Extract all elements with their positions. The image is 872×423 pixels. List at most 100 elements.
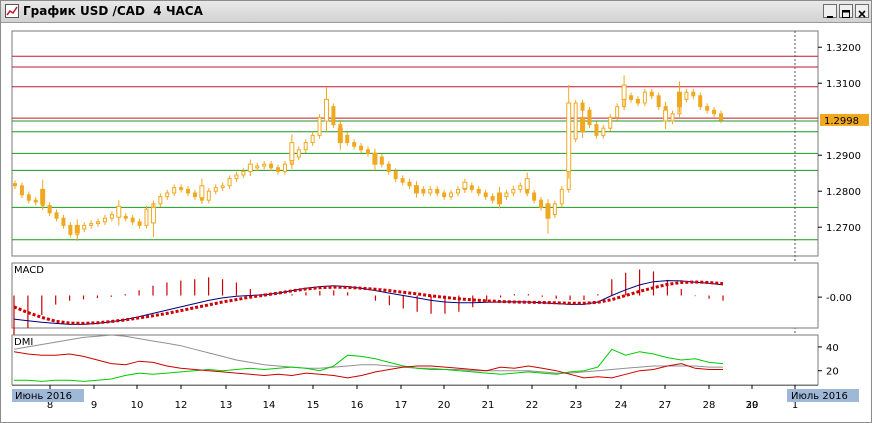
candle-body bbox=[504, 192, 509, 198]
maximize-icon bbox=[842, 10, 850, 18]
time-tick-label: 29 bbox=[746, 400, 759, 411]
window-titlebar[interactable]: График USD /CAD 4 ЧАСА bbox=[1, 1, 871, 23]
candle-body bbox=[82, 224, 87, 230]
candle-body bbox=[54, 212, 59, 219]
time-tick-label: 13 bbox=[220, 400, 233, 411]
candle-body bbox=[449, 192, 454, 198]
minimize-button[interactable] bbox=[823, 4, 837, 18]
time-tick-label: 28 bbox=[703, 400, 716, 411]
candle-body bbox=[289, 142, 295, 162]
month-label-june: Июнь 2016 bbox=[15, 391, 72, 402]
candle-body bbox=[705, 106, 710, 111]
usdcad-chart[interactable]: 1.3200 1.3100 1.2900 1.2800 1.2700 1.2998 MAC… bbox=[1, 23, 871, 422]
close-button[interactable] bbox=[855, 4, 869, 18]
minimize-icon bbox=[827, 16, 833, 18]
time-tick-label: 30 bbox=[746, 400, 759, 411]
candle-body bbox=[635, 98, 640, 104]
month-label-july: Июль 2016 bbox=[791, 391, 848, 402]
candle-body bbox=[96, 221, 101, 225]
close-icon bbox=[858, 10, 866, 18]
candle-body bbox=[165, 192, 170, 198]
macd-title: MACD bbox=[14, 265, 44, 276]
candle-body bbox=[490, 196, 495, 201]
time-tick-label: 16 bbox=[351, 400, 364, 411]
candle-body bbox=[580, 102, 585, 111]
candle-body bbox=[19, 185, 24, 196]
time-tick-label: 23 bbox=[570, 400, 583, 411]
macd-signal-line bbox=[13, 280, 724, 325]
candle-body bbox=[649, 91, 654, 97]
candle-body bbox=[144, 208, 149, 226]
candle-body bbox=[359, 145, 364, 151]
candle-body bbox=[407, 181, 412, 187]
last-price-label: 1.2998 bbox=[824, 116, 859, 127]
dmi-plus_di-line bbox=[14, 348, 724, 382]
candle-body bbox=[719, 113, 723, 121]
candle-body bbox=[442, 192, 447, 198]
time-tick-label: 14 bbox=[263, 400, 276, 411]
macd-panel: MACD -0.00 bbox=[11, 262, 852, 345]
price-panel: 1.3200 1.3100 1.2900 1.2800 1.2700 1.2998 bbox=[11, 30, 869, 385]
time-tick-label: 1 bbox=[792, 400, 798, 411]
candle-body bbox=[158, 196, 163, 205]
candle-body bbox=[642, 91, 647, 104]
candle-body bbox=[317, 116, 322, 136]
candle-body bbox=[40, 188, 46, 205]
candle-body bbox=[539, 199, 544, 208]
candle-body bbox=[559, 188, 564, 205]
candle-body bbox=[676, 91, 682, 108]
price-tick-label: 1.3200 bbox=[826, 43, 861, 54]
candle-body bbox=[262, 163, 267, 167]
dmi-panel: DMI 40 20 bbox=[11, 334, 839, 386]
candle-body bbox=[192, 192, 197, 198]
time-tick-label: 24 bbox=[615, 400, 628, 411]
candle-body bbox=[421, 188, 426, 194]
candle-body bbox=[247, 163, 253, 172]
candle-body bbox=[573, 102, 578, 140]
time-tick-label: 17 bbox=[395, 400, 408, 411]
time-tick-label: 27 bbox=[659, 400, 672, 411]
candle-body bbox=[601, 127, 606, 136]
time-tick-label: 8 bbox=[47, 400, 53, 411]
time-axis-bg bbox=[1, 385, 871, 422]
dmi-tick-label: 40 bbox=[826, 343, 839, 354]
candle-body bbox=[379, 156, 384, 165]
chart-app-icon bbox=[5, 4, 19, 18]
time-tick-label: 10 bbox=[131, 400, 144, 411]
dmi-minus_di-line bbox=[13, 351, 723, 379]
candle-body bbox=[712, 109, 717, 115]
window-title: График USD /CAD 4 ЧАСА bbox=[23, 4, 203, 18]
candle-body bbox=[615, 106, 620, 118]
candle-body bbox=[386, 163, 391, 172]
candle-body bbox=[310, 134, 315, 144]
candle-body bbox=[545, 203, 551, 219]
candle-body bbox=[255, 165, 260, 169]
candle-body bbox=[206, 190, 211, 201]
candle-body bbox=[276, 167, 281, 172]
candle-body bbox=[137, 221, 142, 226]
candle-body bbox=[587, 109, 592, 126]
candle-body bbox=[102, 217, 107, 223]
candle-body bbox=[497, 192, 503, 205]
candle-body bbox=[179, 187, 184, 190]
candle-body bbox=[621, 84, 627, 100]
candle-body bbox=[352, 142, 357, 147]
candle-body bbox=[656, 95, 661, 108]
candle-body bbox=[220, 185, 225, 189]
candle-body bbox=[580, 116, 586, 133]
candle-body bbox=[13, 183, 17, 187]
candle-body bbox=[552, 203, 557, 216]
candle-body bbox=[130, 217, 135, 223]
candle-body bbox=[33, 199, 38, 203]
candle-body bbox=[483, 192, 488, 198]
candle-body bbox=[26, 194, 31, 201]
maximize-button[interactable] bbox=[839, 4, 853, 18]
candle-body bbox=[372, 152, 378, 165]
time-tick-label: 21 bbox=[482, 400, 495, 411]
dmi-frame bbox=[11, 334, 819, 386]
candle-body bbox=[123, 215, 128, 219]
candle-body bbox=[61, 217, 66, 226]
price-tick-label: 1.2700 bbox=[826, 223, 861, 234]
dmi-tick-label: 20 bbox=[826, 367, 839, 378]
